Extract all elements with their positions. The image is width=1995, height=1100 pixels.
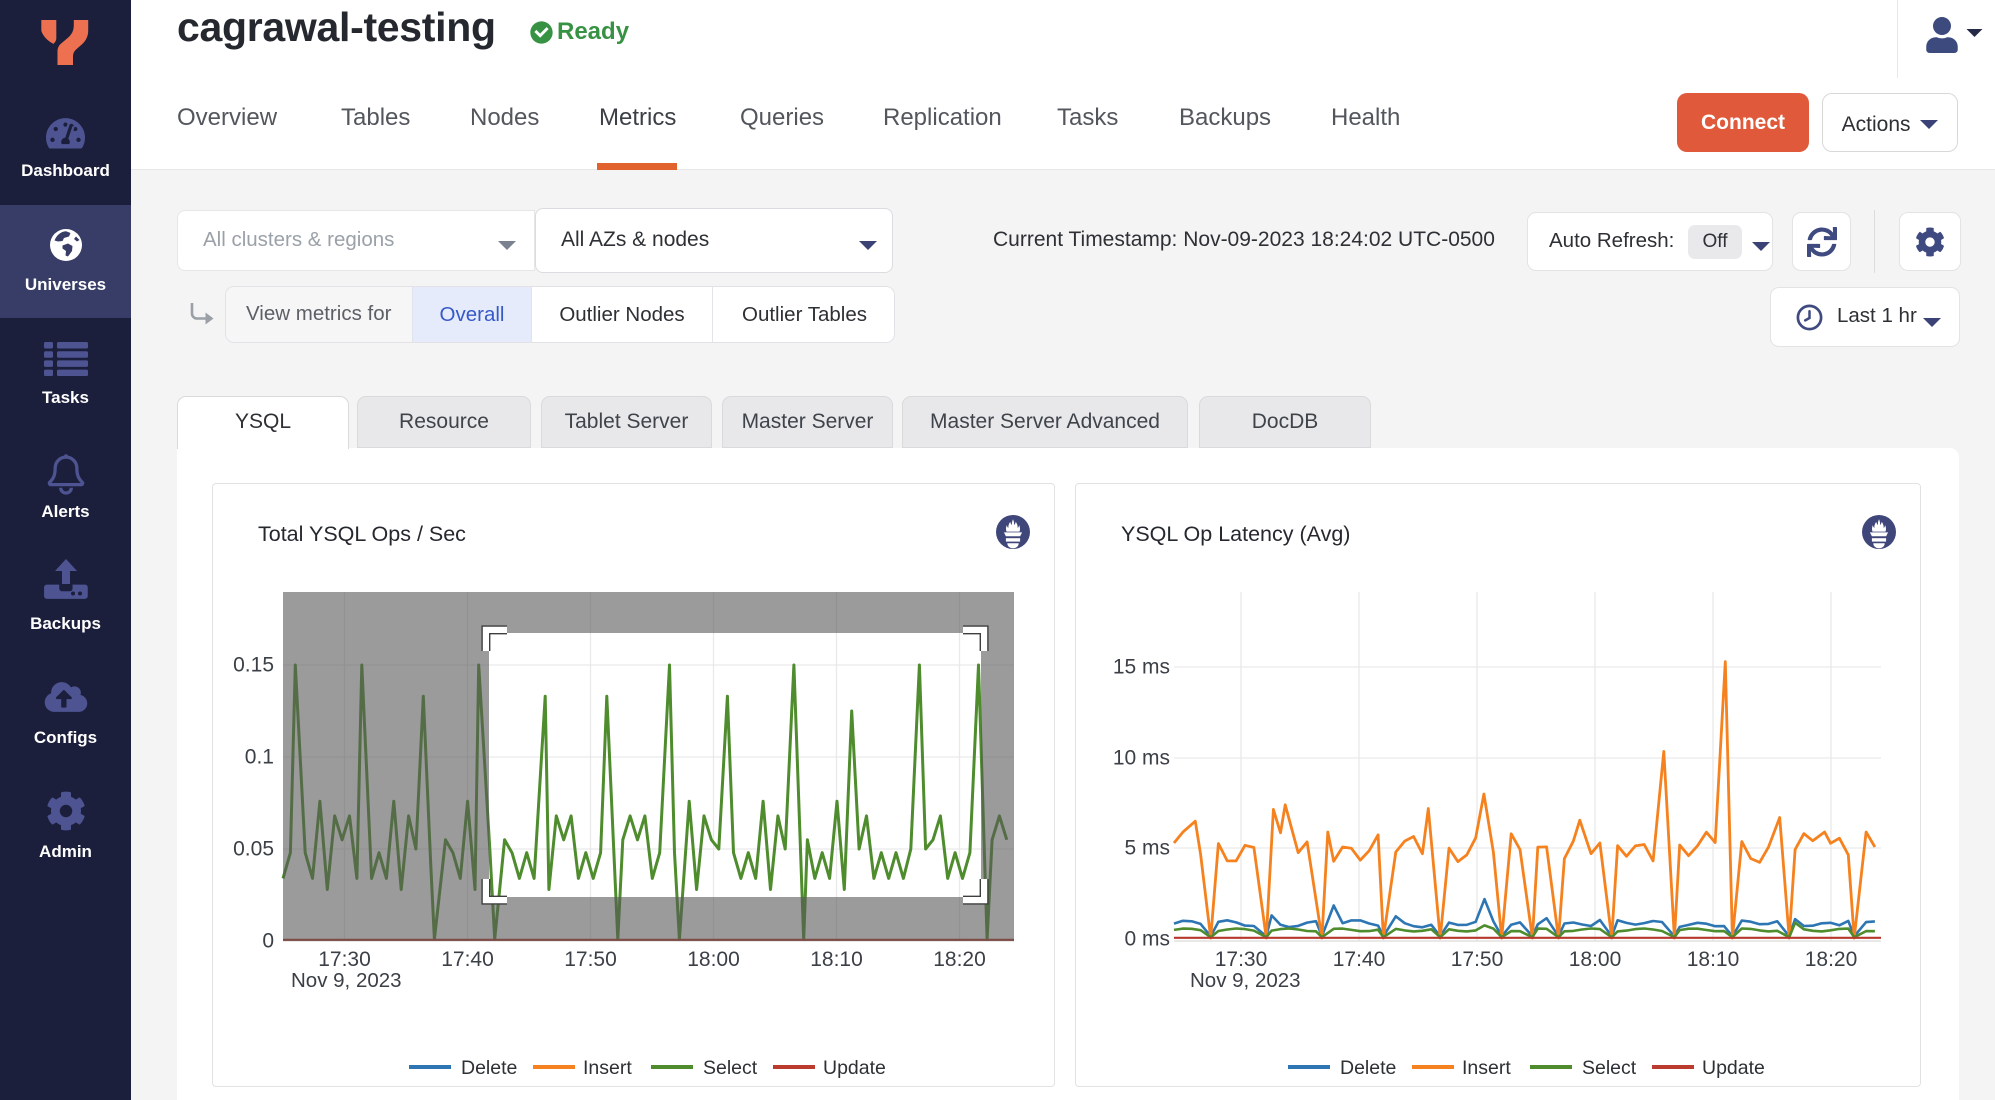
svg-text:18:10: 18:10 (1687, 948, 1740, 971)
svg-text:15 ms: 15 ms (1113, 656, 1170, 679)
svg-text:Delete: Delete (1340, 1057, 1396, 1079)
svg-text:0: 0 (262, 930, 274, 953)
svg-text:0 ms: 0 ms (1124, 928, 1170, 951)
svg-text:Update: Update (823, 1057, 886, 1079)
svg-text:18:20: 18:20 (933, 948, 986, 971)
svg-text:17:30: 17:30 (318, 948, 371, 971)
svg-text:17:50: 17:50 (564, 948, 617, 971)
svg-text:Nov 9, 2023: Nov 9, 2023 (291, 969, 402, 992)
svg-text:Update: Update (1702, 1057, 1765, 1079)
svg-text:18:00: 18:00 (1569, 948, 1622, 971)
svg-text:0.1: 0.1 (245, 746, 274, 769)
svg-text:17:40: 17:40 (441, 948, 494, 971)
svg-text:Nov 9, 2023: Nov 9, 2023 (1190, 969, 1301, 992)
svg-text:Insert: Insert (1462, 1057, 1511, 1079)
svg-text:Select: Select (1582, 1057, 1637, 1079)
svg-text:5 ms: 5 ms (1124, 837, 1170, 860)
svg-text:Total YSQL Ops / Sec: Total YSQL Ops / Sec (258, 522, 466, 546)
svg-text:0.05: 0.05 (233, 838, 274, 861)
svg-text:0.15: 0.15 (233, 654, 274, 677)
svg-text:Delete: Delete (461, 1057, 517, 1079)
svg-text:17:40: 17:40 (1333, 948, 1386, 971)
svg-text:Select: Select (703, 1057, 758, 1079)
svg-text:17:30: 17:30 (1215, 948, 1268, 971)
svg-text:18:00: 18:00 (687, 948, 740, 971)
svg-text:18:20: 18:20 (1805, 948, 1858, 971)
svg-text:17:50: 17:50 (1451, 948, 1504, 971)
svg-text:10 ms: 10 ms (1113, 747, 1170, 770)
svg-text:Insert: Insert (583, 1057, 632, 1079)
svg-text:YSQL Op Latency (Avg): YSQL Op Latency (Avg) (1121, 522, 1350, 546)
svg-text:18:10: 18:10 (810, 948, 863, 971)
